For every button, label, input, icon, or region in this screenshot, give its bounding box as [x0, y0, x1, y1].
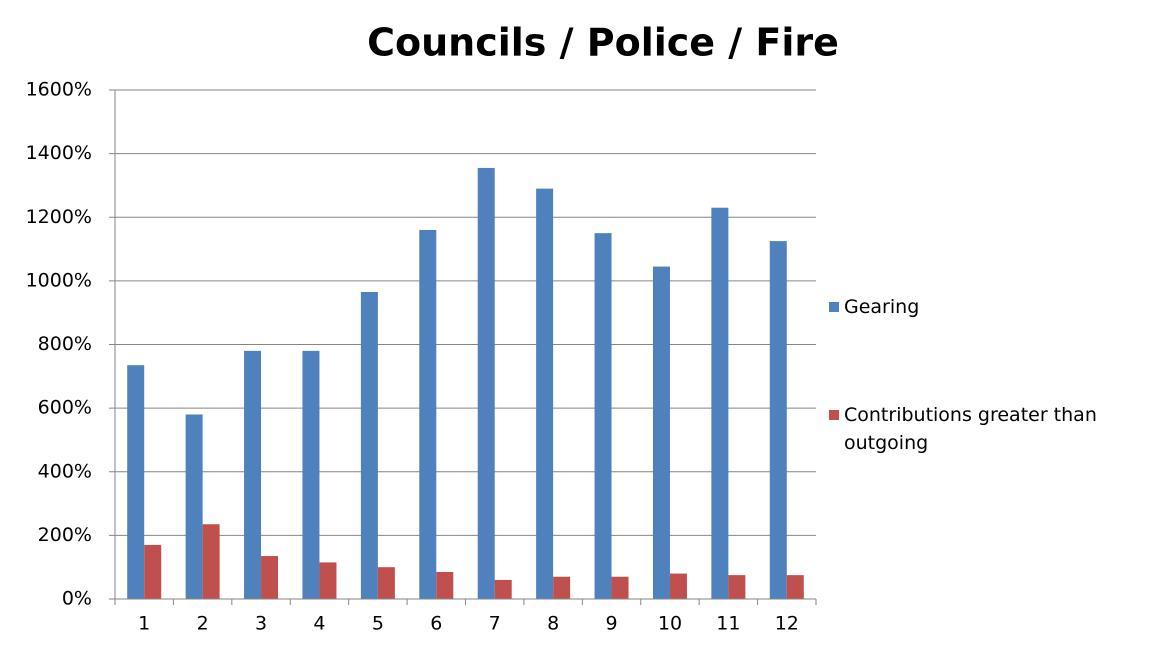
legend-swatch	[829, 302, 839, 312]
bar	[127, 365, 145, 599]
legend-item: Gearing	[829, 293, 1171, 321]
bar	[144, 544, 162, 599]
legend-label: Contributions greater than outgoing	[844, 404, 1097, 454]
x-tick-label: 8	[547, 613, 559, 635]
bar	[360, 292, 378, 599]
bar	[769, 241, 787, 599]
x-tick-label: 4	[313, 613, 325, 635]
bar	[669, 573, 687, 599]
bar	[319, 562, 337, 599]
y-tick-label: 1000%	[26, 269, 92, 291]
y-tick-label: 1600%	[26, 79, 92, 101]
bar	[261, 556, 279, 599]
y-tick-label: 1400%	[26, 142, 92, 164]
bar	[553, 576, 571, 599]
x-tick-label: 5	[372, 613, 384, 635]
bar	[477, 167, 495, 600]
legend-item: Contributions greater than outgoing	[829, 401, 1171, 457]
bar	[536, 188, 554, 599]
y-tick-label: 800%	[38, 333, 92, 355]
x-tick-label: 9	[605, 613, 617, 635]
bar	[436, 571, 454, 599]
x-tick-label: 1	[138, 613, 150, 635]
chart-title: Councils / Police / Fire	[367, 21, 839, 65]
bar	[419, 229, 437, 599]
bar	[728, 575, 746, 599]
bar	[202, 524, 220, 599]
x-tick-label: 11	[716, 613, 740, 635]
y-tick-label: 0%	[62, 588, 92, 610]
bar	[377, 567, 395, 599]
x-tick-label: 6	[430, 613, 442, 635]
legend-swatch	[829, 410, 839, 420]
bar	[786, 575, 804, 599]
y-tick-label: 400%	[38, 460, 92, 482]
y-tick-label: 200%	[38, 524, 92, 546]
x-tick-label: 12	[775, 613, 799, 635]
y-tick-label: 600%	[38, 397, 92, 419]
bar	[611, 576, 629, 599]
bar	[185, 414, 203, 599]
bar	[711, 207, 729, 600]
legend-label: Gearing	[844, 296, 920, 318]
bar	[244, 350, 262, 599]
bar	[652, 266, 670, 599]
bar	[594, 233, 612, 599]
x-tick-label: 7	[489, 613, 501, 635]
y-tick-label: 1200%	[26, 206, 92, 228]
bar	[302, 350, 320, 599]
x-tick-label: 3	[255, 613, 267, 635]
bar	[494, 579, 512, 599]
x-tick-label: 2	[197, 613, 209, 635]
x-tick-label: 10	[658, 613, 682, 635]
